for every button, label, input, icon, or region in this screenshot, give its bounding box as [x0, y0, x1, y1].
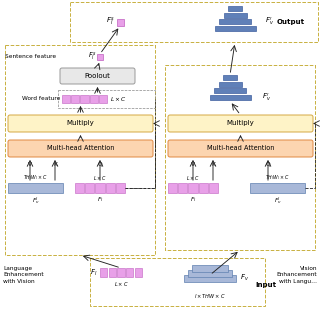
- FancyBboxPatch shape: [168, 140, 313, 157]
- Text: Output: Output: [277, 19, 305, 25]
- Bar: [168, 183, 177, 193]
- Bar: [95, 183, 105, 193]
- Bar: [116, 19, 124, 26]
- Text: Multi-head Attention: Multi-head Attention: [207, 146, 274, 151]
- Bar: [126, 268, 133, 277]
- Text: Word feature: Word feature: [22, 97, 60, 101]
- Text: Poolout: Poolout: [84, 73, 110, 79]
- Bar: [109, 268, 116, 277]
- Bar: [214, 26, 255, 30]
- Text: $F_v'$: $F_v'$: [265, 16, 274, 28]
- Bar: [75, 183, 84, 193]
- Bar: [85, 183, 94, 193]
- Bar: [100, 268, 108, 277]
- Bar: [58, 90, 155, 108]
- Text: $F_v$: $F_v$: [240, 273, 249, 283]
- Bar: [210, 94, 251, 100]
- FancyBboxPatch shape: [60, 68, 135, 84]
- Text: Sentence feature: Sentence feature: [5, 54, 56, 60]
- Bar: [184, 275, 236, 282]
- Bar: [116, 183, 125, 193]
- FancyBboxPatch shape: [8, 140, 153, 157]
- Bar: [117, 268, 125, 277]
- Text: $L\times C$: $L\times C$: [114, 280, 128, 288]
- Bar: [188, 183, 197, 193]
- Text: $F_v^l$: $F_v^l$: [32, 195, 39, 206]
- Text: Q: Q: [98, 162, 102, 167]
- Bar: [81, 95, 89, 103]
- Bar: [5, 45, 155, 255]
- Text: K: K: [211, 162, 215, 167]
- Bar: [135, 268, 142, 277]
- Text: $F_l^s$: $F_l^s$: [106, 16, 115, 28]
- Text: K: K: [53, 162, 57, 167]
- Bar: [223, 75, 237, 80]
- Bar: [99, 95, 107, 103]
- Bar: [178, 183, 187, 193]
- Bar: [209, 183, 218, 193]
- Text: $TH_lW_l\times C$: $TH_lW_l\times C$: [265, 173, 290, 182]
- Bar: [90, 258, 265, 306]
- Text: $L\times C$: $L\times C$: [110, 95, 127, 103]
- Text: $F_l$: $F_l$: [90, 268, 97, 277]
- Bar: [70, 2, 318, 42]
- Bar: [97, 54, 103, 60]
- Bar: [188, 270, 232, 277]
- Bar: [71, 95, 79, 103]
- Bar: [219, 82, 242, 86]
- Bar: [214, 88, 246, 93]
- Text: $TH_lW_l\times C$: $TH_lW_l\times C$: [23, 173, 48, 182]
- Bar: [192, 265, 228, 272]
- Bar: [106, 183, 115, 193]
- Bar: [199, 183, 208, 193]
- Text: $L\times C$: $L\times C$: [93, 174, 107, 182]
- Text: V: V: [28, 162, 32, 167]
- Bar: [8, 183, 63, 193]
- Text: Language
Enhancement
with Vision: Language Enhancement with Vision: [3, 266, 44, 284]
- Bar: [62, 95, 70, 103]
- Bar: [90, 95, 98, 103]
- Text: Multiply: Multiply: [227, 121, 254, 126]
- Text: Input: Input: [255, 282, 276, 288]
- Text: $F_v'$: $F_v'$: [262, 92, 271, 104]
- Text: $l\times THW\times C$: $l\times THW\times C$: [194, 292, 226, 300]
- Bar: [250, 183, 305, 193]
- Text: Q: Q: [266, 162, 270, 167]
- Text: $F_l$: $F_l$: [97, 195, 103, 204]
- FancyBboxPatch shape: [8, 115, 153, 132]
- Bar: [165, 65, 315, 250]
- Bar: [223, 12, 246, 18]
- Text: $F_l^s$: $F_l^s$: [88, 51, 96, 63]
- Text: Multi-head Attention: Multi-head Attention: [47, 146, 114, 151]
- Text: Vision
Enhancement
with Langu…: Vision Enhancement with Langu…: [276, 266, 317, 284]
- Text: $F_v^l$: $F_v^l$: [274, 195, 281, 206]
- Bar: [219, 19, 251, 24]
- Text: Multiply: Multiply: [67, 121, 94, 126]
- Text: $L\times C$: $L\times C$: [186, 174, 200, 182]
- Bar: [228, 6, 242, 11]
- FancyBboxPatch shape: [168, 115, 313, 132]
- Text: V: V: [191, 162, 195, 167]
- Text: $F_l$: $F_l$: [190, 195, 196, 204]
